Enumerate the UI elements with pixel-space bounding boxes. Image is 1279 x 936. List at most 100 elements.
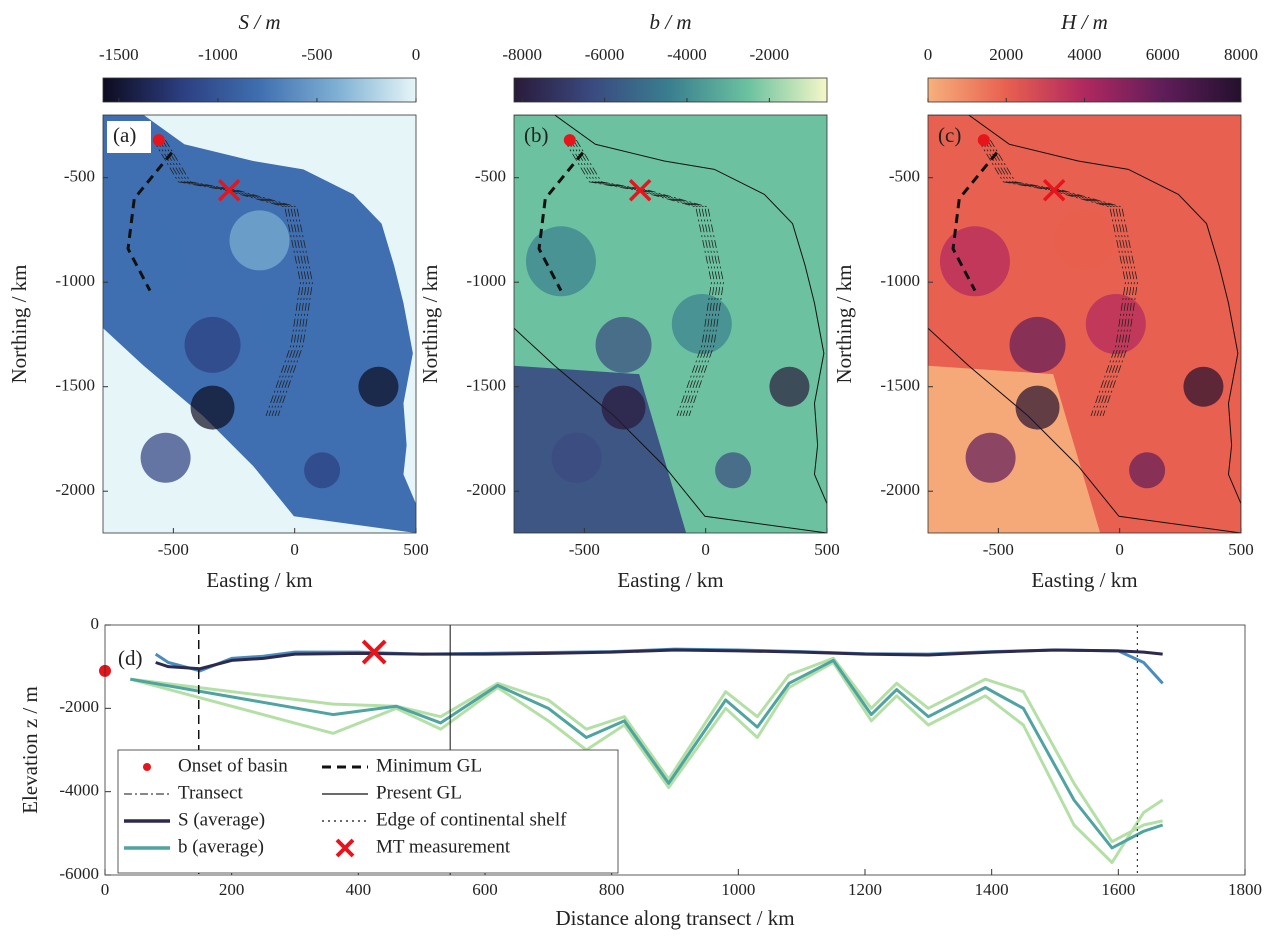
transect: [986, 139, 1135, 417]
colorbar-tick-label: -4000: [667, 45, 707, 64]
transect: [155, 139, 304, 417]
transect: [569, 139, 718, 417]
anomaly: [715, 452, 752, 489]
transect: [575, 139, 724, 417]
anomaly: [1015, 385, 1060, 430]
y-tick-label: -1000: [880, 271, 920, 290]
x-tick-label: 600: [472, 880, 498, 899]
panel-label: (b): [524, 123, 549, 147]
y-axis-label: Northing / km: [832, 265, 856, 384]
legend-label: Edge of continental shelf: [376, 809, 567, 830]
colorbar-tick-label: -6000: [585, 45, 625, 64]
colorbar-title: S / m: [239, 10, 281, 34]
x-tick-label: 0: [101, 880, 110, 899]
map-frame: [513, 114, 828, 534]
y-tick-label: -1500: [55, 376, 95, 395]
x-tick-label: 1800: [1228, 880, 1262, 899]
map: [928, 115, 1241, 533]
transect: [158, 139, 307, 417]
anomaly: [551, 432, 602, 483]
anomaly: [190, 385, 235, 430]
x-tick-label: 0: [1115, 540, 1124, 559]
onset-point: [152, 134, 165, 147]
anomaly: [260, 294, 321, 354]
label-bg: [107, 121, 151, 153]
axes-frame: [104, 624, 1246, 876]
onset-point: [977, 134, 990, 147]
anomaly: [965, 432, 1016, 483]
anomaly: [358, 366, 399, 407]
panel-label: (d): [118, 646, 143, 670]
x-tick-label: 200: [219, 880, 245, 899]
y-tick-label: -1500: [466, 376, 506, 395]
marker: [361, 639, 387, 665]
y-tick-label: -6000: [59, 864, 99, 883]
legend-box: [117, 749, 619, 874]
x-axis-label: Easting / km: [1031, 568, 1137, 592]
ensemble-line: [129, 661, 1164, 864]
x-tick-label: 1000: [721, 880, 755, 899]
anomaly: [525, 226, 596, 297]
legend: Onset of basin Transect S (average) b (aver…: [117, 749, 619, 874]
colorbar-tick-label: 2000: [989, 45, 1023, 64]
x-axis-label: Distance along transect / km: [555, 906, 794, 930]
map-frame: [927, 114, 1242, 534]
y-tick-label: 0: [91, 614, 100, 633]
colorbar-title: b / m: [650, 10, 692, 34]
transect: [161, 139, 310, 417]
colorbar-title: H / m: [1060, 10, 1108, 34]
colorbar-tick-label: -8000: [502, 45, 542, 64]
transect: [977, 139, 1126, 417]
coastline: [928, 115, 1241, 533]
x-tick-label: -500: [569, 540, 600, 559]
anomaly: [304, 452, 341, 489]
panel-label: (c): [938, 123, 961, 147]
colorbar-tick-label: 8000: [1224, 45, 1258, 64]
map: [103, 115, 416, 533]
anomaly: [114, 226, 185, 297]
anomaly: [140, 432, 191, 483]
anomaly: [601, 385, 646, 430]
y-axis-label: Elevation z / m: [18, 686, 42, 814]
y-tick-label: -500: [475, 167, 506, 186]
colorbar-tick-label: -1500: [99, 45, 139, 64]
x-tick-label: 0: [290, 540, 299, 559]
x-tick-label: 1200: [848, 880, 882, 899]
x-tick-label: 1400: [975, 880, 1009, 899]
colorbar-tick-label: -2000: [750, 45, 790, 64]
y-tick-label: -1500: [880, 376, 920, 395]
colorbar-tick-label: 0: [412, 45, 421, 64]
x-tick-label: -500: [158, 540, 189, 559]
coastline: [514, 115, 827, 533]
colorbar: [513, 77, 828, 103]
y-axis-label: Northing / km: [418, 265, 442, 384]
average-line: [130, 658, 1164, 850]
colorbar: [102, 77, 417, 103]
x-axis-label: Easting / km: [617, 568, 723, 592]
anomaly: [229, 210, 290, 271]
anomaly: [640, 210, 701, 271]
onset-point: [563, 134, 576, 147]
anomaly: [1129, 452, 1166, 489]
anomaly: [1054, 210, 1115, 271]
transect: [152, 139, 301, 417]
mt-point: [217, 179, 241, 202]
colorbar-tick-label: -500: [301, 45, 332, 64]
x-tick-label: 800: [599, 880, 625, 899]
colorbar-tick-label: 4000: [1068, 45, 1102, 64]
y-tick-label: -4000: [59, 781, 99, 800]
legend-label: Onset of basin: [178, 755, 288, 776]
anomaly: [595, 316, 652, 373]
y-axis-label: Northing / km: [7, 265, 31, 384]
anomaly: [1009, 316, 1066, 373]
y-tick-label: -500: [64, 167, 95, 186]
legend-label: Transect: [178, 782, 243, 803]
map-frame: [102, 114, 417, 534]
map: [514, 115, 827, 533]
land: [103, 115, 416, 533]
transect: [572, 139, 721, 417]
y-tick-label: -2000: [466, 480, 506, 499]
x-axis-label: Easting / km: [206, 568, 312, 592]
anomaly: [939, 226, 1010, 297]
